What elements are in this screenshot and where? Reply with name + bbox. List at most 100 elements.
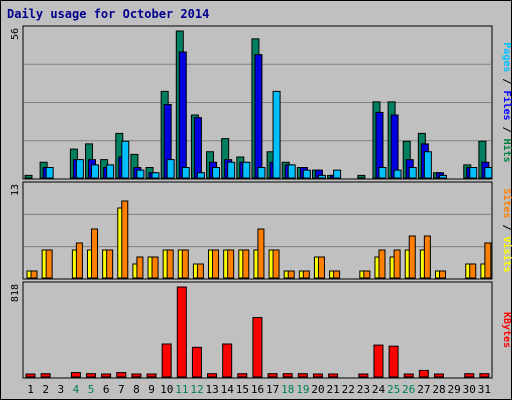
bar-sites-day-9 [151,256,159,279]
bar-kbytes-day-19 [297,373,308,378]
day-label-7: 7 [118,383,125,396]
legend-entry: / [501,121,512,139]
day-label-1: 1 [27,383,34,396]
day-label-23: 23 [357,383,370,396]
bar-pages-day-8 [136,169,145,179]
legend-entry: Hits [501,139,512,163]
bar-kbytes-day-7 [116,372,127,378]
bar-pages-day-28 [438,174,447,179]
bar-pages-day-27 [423,151,432,179]
day-label-28: 28 [432,383,445,396]
bar-pages-day-14 [227,161,236,179]
bar-pages-day-13 [212,167,221,179]
day-label-6: 6 [103,383,110,396]
ymax-label-kbytes: 818 [10,284,21,302]
bar-pages-day-18 [287,164,296,179]
bar-sites-day-14 [227,249,235,279]
day-label-15: 15 [236,383,249,396]
bar-sites-day-15 [242,249,250,279]
bar-pages-day-26 [408,167,417,179]
bar-kbytes-day-11 [176,286,187,378]
bar-hits-day-1 [24,174,33,179]
day-label-17: 17 [266,383,279,396]
bar-sites-day-6 [106,249,114,279]
bar-kbytes-day-24 [373,344,384,378]
bar-sites-day-1 [30,270,38,279]
bar-kbytes-day-16 [252,317,263,378]
bar-pages-day-21 [333,169,342,179]
day-label-10: 10 [160,383,173,396]
bar-pages-day-5 [91,164,100,179]
bar-pages-day-24 [378,167,387,179]
legend-entry: Files [501,90,512,120]
bar-kbytes-day-14 [222,343,233,378]
bar-sites-day-25 [393,249,401,279]
bar-kbytes-day-25 [388,345,399,378]
bar-pages-day-9 [151,172,160,179]
bar-sites-day-13 [212,249,220,279]
bar-pages-day-19 [302,169,311,179]
bar-kbytes-day-9 [146,373,157,378]
bar-sites-day-7 [121,200,129,279]
bar-sites-day-5 [91,228,99,279]
day-label-13: 13 [205,383,218,396]
bar-kbytes-day-26 [403,373,414,378]
day-label-9: 9 [148,383,155,396]
bar-pages-day-15 [242,161,251,179]
bar-kbytes-day-28 [433,373,444,378]
legend-traffic: Pages / Files / Hits [501,42,512,162]
bar-kbytes-day-2 [40,373,51,378]
bar-hits-day-23 [357,174,366,179]
day-label-4: 4 [73,383,80,396]
bar-files-day-11 [178,51,187,179]
day-label-24: 24 [372,383,386,396]
chart-title: Daily usage for October 2014 [7,7,210,21]
bar-kbytes-day-13 [207,373,218,378]
bar-pages-day-12 [196,172,205,179]
day-label-5: 5 [88,383,95,396]
legend-entry: Pages [501,42,512,72]
bar-sites-day-20 [317,256,325,279]
bar-kbytes-day-12 [191,346,202,378]
day-label-11: 11 [175,383,188,396]
day-label-20: 20 [311,383,324,396]
ymax-label-traffic: 56 [10,28,21,40]
legend-entry: KBytes [501,312,512,348]
ymax-label-visitors: 13 [10,184,21,196]
bar-kbytes-day-21 [328,373,339,378]
bar-sites-day-24 [378,249,386,279]
legend-entry: / [501,218,512,236]
bar-pages-day-16 [257,167,266,179]
bar-pages-day-11 [181,167,190,179]
legend-visitors: Sites / Visits [501,188,512,272]
bar-kbytes-day-8 [131,373,142,378]
bar-kbytes-day-5 [86,373,97,378]
bar-sites-day-10 [166,249,174,279]
bar-kbytes-day-27 [418,369,429,378]
day-label-16: 16 [251,383,264,396]
day-label-27: 27 [417,383,430,396]
bar-pages-day-2 [45,167,54,179]
legend-entry: Visits [501,237,512,273]
day-label-2: 2 [42,383,49,396]
day-label-3: 3 [58,383,65,396]
bar-files-day-12 [193,117,202,179]
bar-sites-day-27 [423,235,431,279]
bar-kbytes-day-1 [25,373,36,378]
bar-kbytes-day-15 [237,373,248,378]
bar-sites-day-17 [272,249,280,279]
bar-sites-day-23 [363,270,371,279]
bar-sites-day-21 [333,270,341,279]
day-label-29: 29 [448,383,461,396]
bar-files-day-16 [254,54,263,179]
bar-sites-day-26 [408,235,416,279]
day-label-18: 18 [281,383,294,396]
bar-sites-day-31 [484,242,492,279]
bar-pages-day-10 [166,159,175,179]
bar-sites-day-19 [302,270,310,279]
bar-sites-day-16 [257,228,265,279]
bar-pages-day-17 [272,90,281,179]
bar-files-day-25 [390,114,399,179]
bar-kbytes-day-23 [358,373,369,378]
bar-sites-day-8 [136,256,144,279]
